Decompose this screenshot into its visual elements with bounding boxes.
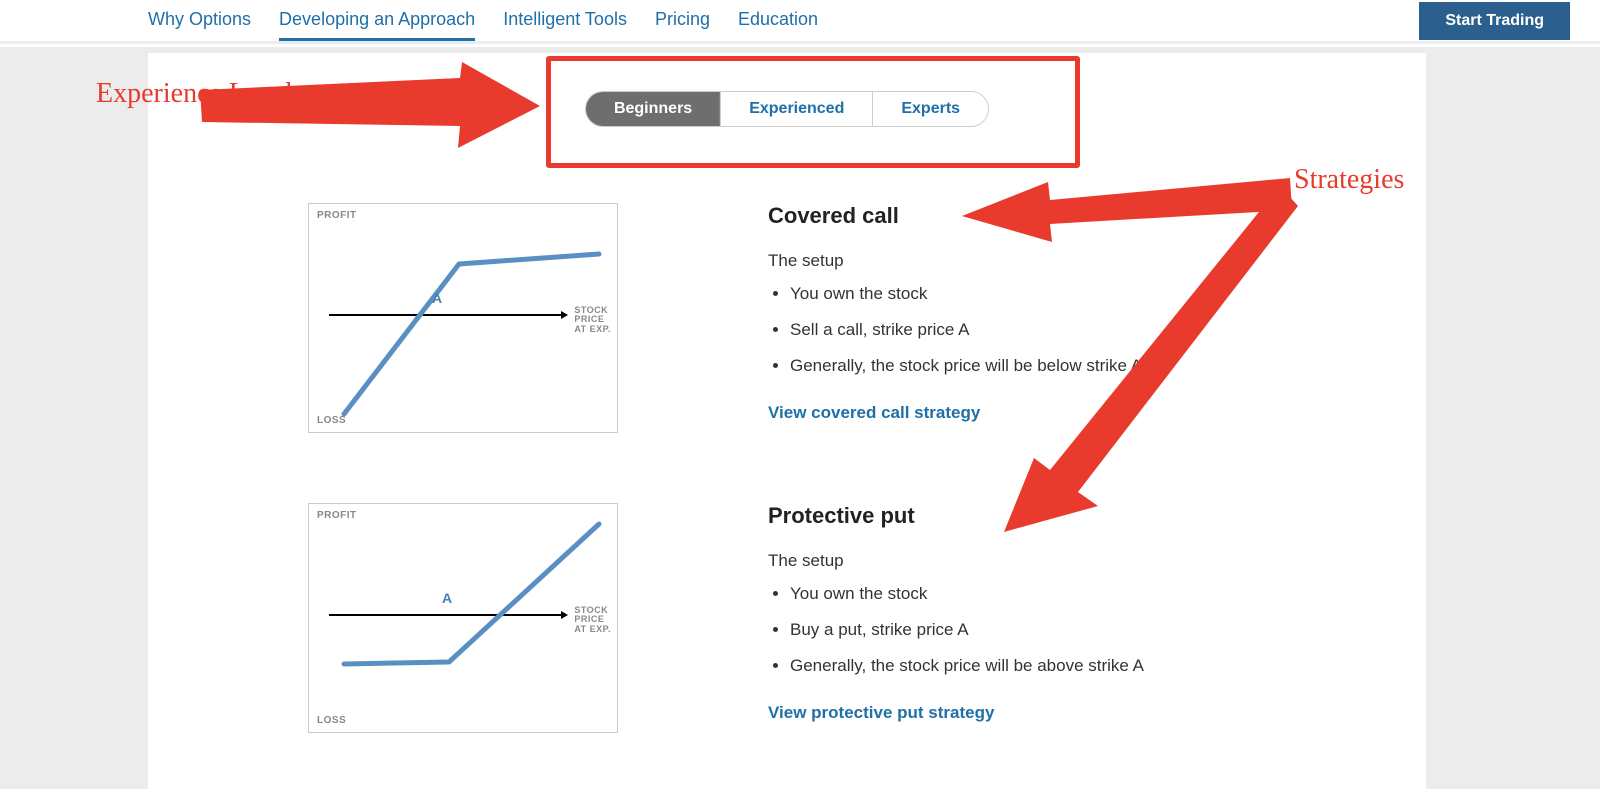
chart-marker-a: A xyxy=(432,290,442,306)
covered-call-title: Covered call xyxy=(768,203,1328,229)
covered-call-chart: PROFIT LOSS STOCK PRICE AT EXP. A xyxy=(308,203,618,433)
nav-developing-approach[interactable]: Developing an Approach xyxy=(279,0,475,41)
protective-put-setup-label: The setup xyxy=(768,551,1328,571)
nav-pricing[interactable]: Pricing xyxy=(655,0,710,41)
protective-put-bullet-3: Generally, the stock price will be above… xyxy=(790,655,1328,677)
page-body: Beginners Experienced Experts PROFIT LOS… xyxy=(0,47,1600,789)
covered-call-setup-label: The setup xyxy=(768,251,1328,271)
protective-put-payoff-line xyxy=(309,504,619,734)
covered-call-bullets: You own the stock Sell a call, strike pr… xyxy=(768,283,1328,377)
strategy-protective-put: PROFIT LOSS STOCK PRICE AT EXP. A Protec… xyxy=(308,503,1328,733)
view-covered-call-link[interactable]: View covered call strategy xyxy=(768,403,980,422)
protective-put-bullet-2: Buy a put, strike price A xyxy=(790,619,1328,641)
nav-intelligent-tools[interactable]: Intelligent Tools xyxy=(503,0,627,41)
covered-call-bullet-1: You own the stock xyxy=(790,283,1328,305)
start-trading-button[interactable]: Start Trading xyxy=(1419,2,1570,40)
view-protective-put-link[interactable]: View protective put strategy xyxy=(768,703,994,722)
protective-put-title: Protective put xyxy=(768,503,1328,529)
protective-put-body: Protective put The setup You own the sto… xyxy=(768,503,1328,733)
experience-level-segmented: Beginners Experienced Experts xyxy=(585,91,989,127)
protective-put-bullet-1: You own the stock xyxy=(790,583,1328,605)
nav-why-options[interactable]: Why Options xyxy=(148,0,251,41)
protective-put-bullets: You own the stock Buy a put, strike pric… xyxy=(768,583,1328,677)
strategy-covered-call: PROFIT LOSS STOCK PRICE AT EXP. A Covere… xyxy=(308,203,1328,433)
covered-call-bullet-3: Generally, the stock price will be below… xyxy=(790,355,1328,377)
nav-links: Why Options Developing an Approach Intel… xyxy=(148,0,818,41)
segment-experts[interactable]: Experts xyxy=(872,92,988,126)
chart-marker-a: A xyxy=(442,590,452,606)
covered-call-bullet-2: Sell a call, strike price A xyxy=(790,319,1328,341)
top-nav: Why Options Developing an Approach Intel… xyxy=(0,0,1600,44)
nav-education[interactable]: Education xyxy=(738,0,818,41)
covered-call-body: Covered call The setup You own the stock… xyxy=(768,203,1328,433)
protective-put-chart: PROFIT LOSS STOCK PRICE AT EXP. A xyxy=(308,503,618,733)
segment-beginners[interactable]: Beginners xyxy=(586,92,720,126)
segment-experienced[interactable]: Experienced xyxy=(720,92,872,126)
covered-call-payoff-line xyxy=(309,204,619,434)
content-card: Beginners Experienced Experts PROFIT LOS… xyxy=(148,53,1426,793)
